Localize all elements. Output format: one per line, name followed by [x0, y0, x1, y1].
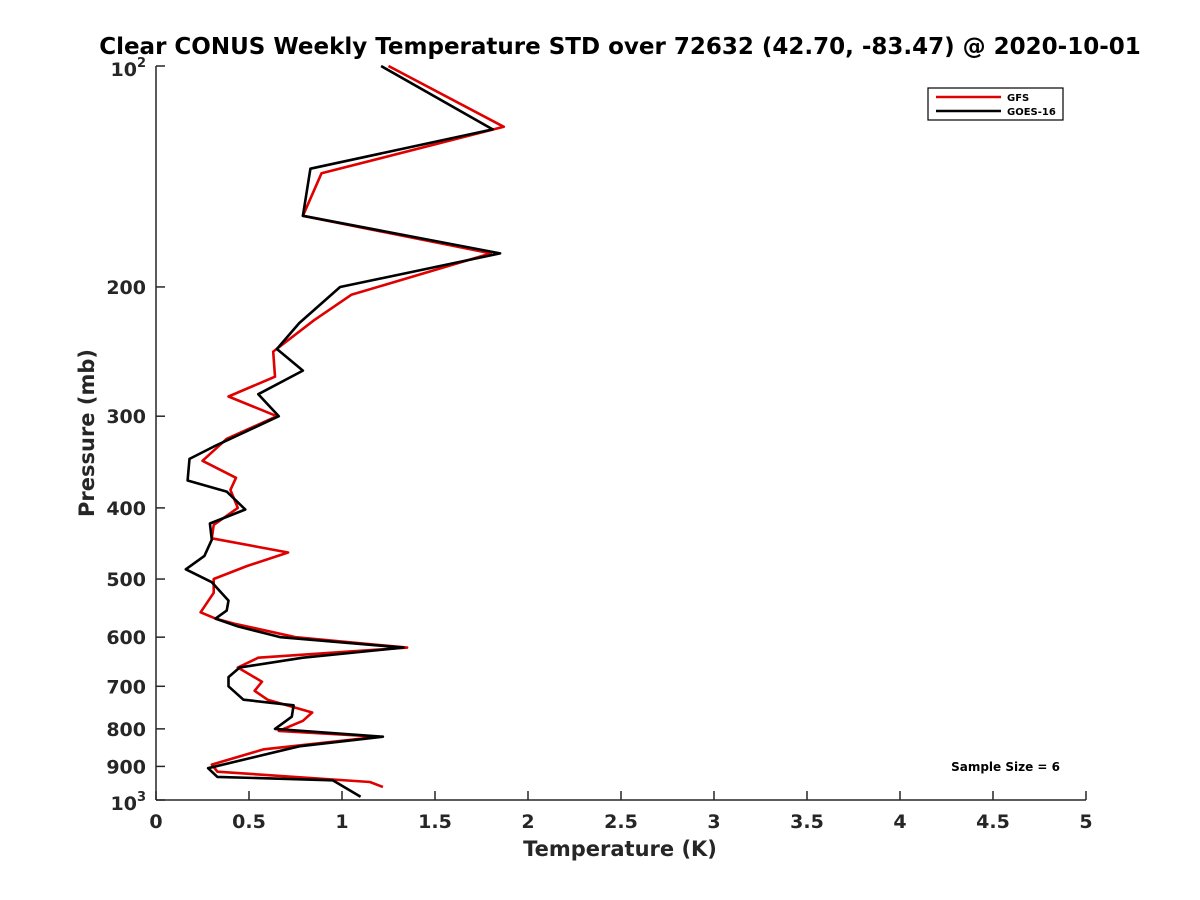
- legend-box: [927, 87, 1064, 121]
- x-tick-label: 0: [149, 811, 162, 833]
- x-tick-label: 2.5: [604, 811, 638, 833]
- axes: 0 0.5 1 1.5 2 2.5 3 3.5 4 4.5 5 102 200 300 400 500 600 7…: [106, 56, 1092, 833]
- y-tick-label: 300: [106, 406, 146, 428]
- y-tick-label: 400: [106, 498, 146, 520]
- y-tick-label: 700: [106, 676, 146, 698]
- y-tick-label: 800: [106, 719, 146, 741]
- y-tick-label: 103: [111, 790, 147, 815]
- y-tick-label: 102: [111, 56, 147, 81]
- y-tick-label: 200: [106, 277, 146, 299]
- y-tick-label: 500: [106, 569, 146, 591]
- legend: GFS GOES-16: [927, 87, 1064, 121]
- y-tick-label: 600: [106, 627, 146, 649]
- x-tick-label: 4.5: [976, 811, 1010, 833]
- y-tick-label: 900: [106, 756, 146, 778]
- x-tick-label: 3: [707, 811, 720, 833]
- x-axis-label: Temperature (K): [523, 837, 717, 861]
- chart-title: Clear CONUS Weekly Temperature STD over …: [99, 34, 1141, 60]
- legend-label-goes16: GOES-16: [1007, 107, 1056, 118]
- sample-size-annotation: Sample Size = 6: [951, 760, 1060, 774]
- x-tick-label: 1: [335, 811, 348, 833]
- x-tick-label: 2: [521, 811, 534, 833]
- x-tick-label: 5: [1079, 811, 1092, 833]
- series-line-goes16: [184, 64, 502, 798]
- x-tick-label: 3.5: [790, 811, 824, 833]
- legend-label-gfs: GFS: [1007, 93, 1029, 104]
- x-tick-label: 0.5: [232, 811, 266, 833]
- x-tick-label: 1.5: [418, 811, 452, 833]
- x-tick-label: 4: [893, 811, 906, 833]
- y-axis-label: Pressure (mb): [75, 349, 99, 517]
- series-line-gfs: [199, 64, 506, 789]
- series-layer: [184, 64, 506, 798]
